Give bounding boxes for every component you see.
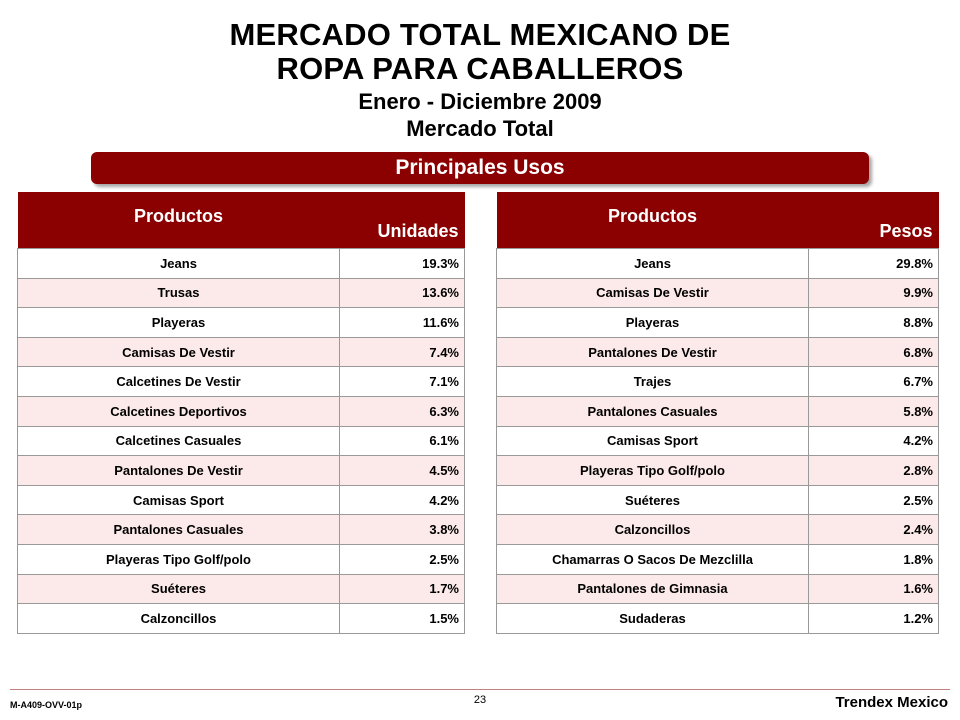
share-value: 6.1% [339, 425, 465, 457]
product-name: Suéteres [496, 484, 809, 516]
share-value: 2.4% [808, 514, 939, 545]
period-subtitle: Enero - Diciembre 2009 [358, 89, 602, 114]
table-row: Camisas De Vestir 7.4% [17, 336, 465, 368]
brand-name: Trendex Mexico [835, 694, 948, 711]
table-row: Calzoncillos 2.4% [496, 514, 939, 545]
share-value: 1.5% [339, 603, 465, 634]
share-value: 9.9% [808, 277, 939, 309]
product-name: Suéteres [17, 573, 340, 605]
product-name: Calcetines De Vestir [17, 366, 340, 397]
scope-subtitle: Mercado Total [406, 116, 554, 141]
table-row: Pantalones De Vestir 6.8% [496, 336, 939, 368]
product-name: Playeras [17, 307, 340, 338]
table-row: Sudaderas 1.2% [496, 603, 939, 634]
product-name: Camisas Sport [496, 425, 809, 457]
table-row: Playeras Tipo Golf/polo 2.5% [17, 543, 465, 575]
table-row: Camisas Sport 4.2% [17, 484, 465, 516]
product-name: Jeans [17, 248, 340, 279]
product-name: Calcetines Deportivos [17, 395, 340, 427]
table-row: Calzoncillos 1.5% [17, 603, 465, 634]
table-row: Chamarras O Sacos De Mezclilla 1.8% [496, 543, 939, 575]
share-value: 5.8% [808, 395, 939, 427]
product-name: Calcetines Casuales [17, 425, 340, 457]
product-name: Pantalones Casuales [496, 395, 809, 427]
share-value: 2.5% [339, 543, 465, 575]
table-row: Camisas De Vestir 9.9% [496, 277, 939, 309]
table-row: Trajes 6.7% [496, 366, 939, 397]
product-name: Camisas De Vestir [17, 336, 340, 368]
share-value: 6.8% [808, 336, 939, 368]
share-value: 8.8% [808, 307, 939, 338]
section-banner: Principales Usos [91, 152, 869, 184]
title-line-2: ROPA PARA CABALLEROS [276, 51, 684, 86]
pesos-table-header: Productos Pesos [496, 192, 939, 249]
table-row: Calcetines Casuales 6.1% [17, 425, 465, 457]
product-name: Playeras Tipo Golf/polo [496, 455, 809, 486]
table-row: Calcetines Deportivos 6.3% [17, 395, 465, 427]
pesos-header-value: Pesos [808, 192, 939, 249]
footer-divider [10, 689, 950, 690]
product-name: Pantalones Casuales [17, 514, 340, 545]
share-value: 1.7% [339, 573, 465, 605]
product-name: Trusas [17, 277, 340, 309]
table-row: Calcetines De Vestir 7.1% [17, 366, 465, 397]
share-value: 4.2% [339, 484, 465, 516]
pesos-table: Productos Pesos Jeans 29.8% Camisas De Ves… [496, 192, 939, 634]
table-row: Trusas 13.6% [17, 277, 465, 309]
share-value: 1.8% [808, 543, 939, 575]
table-row: Playeras 8.8% [496, 307, 939, 338]
document-code: M-A409-OVV-01p [10, 700, 83, 710]
product-name: Pantalones de Gimnasia [496, 573, 809, 605]
product-name: Pantalones De Vestir [17, 455, 340, 486]
share-value: 29.8% [808, 248, 939, 279]
product-name: Pantalones De Vestir [496, 336, 809, 368]
table-row: Suéteres 1.7% [17, 573, 465, 605]
share-value: 11.6% [339, 307, 465, 338]
table-row: Jeans 29.8% [496, 248, 939, 279]
table-row: Pantalones Casuales 5.8% [496, 395, 939, 427]
share-value: 7.1% [339, 366, 465, 397]
share-value: 1.2% [808, 603, 939, 634]
share-value: 19.3% [339, 248, 465, 279]
table-row: Playeras Tipo Golf/polo 2.8% [496, 455, 939, 486]
product-name: Jeans [496, 248, 809, 279]
product-name: Trajes [496, 366, 809, 397]
table-row: Pantalones de Gimnasia 1.6% [496, 573, 939, 605]
product-name: Sudaderas [496, 603, 809, 634]
units-header-product: Productos [17, 192, 340, 249]
share-value: 1.6% [808, 573, 939, 605]
share-value: 7.4% [339, 336, 465, 368]
product-name: Calzoncillos [496, 514, 809, 545]
share-value: 2.5% [808, 484, 939, 516]
units-table-header: Productos Unidades [17, 192, 465, 249]
share-value: 3.8% [339, 514, 465, 545]
title-line-1: MERCADO TOTAL MEXICANO DE [229, 17, 731, 52]
units-header-value: Unidades [339, 192, 465, 249]
product-name: Calzoncillos [17, 603, 340, 634]
share-value: 4.2% [808, 425, 939, 457]
product-name: Playeras Tipo Golf/polo [17, 543, 340, 575]
product-name: Chamarras O Sacos De Mezclilla [496, 543, 809, 575]
share-value: 6.7% [808, 366, 939, 397]
pesos-header-product: Productos [496, 192, 809, 249]
share-value: 6.3% [339, 395, 465, 427]
product-name: Playeras [496, 307, 809, 338]
table-row: Pantalones Casuales 3.8% [17, 514, 465, 545]
share-value: 4.5% [339, 455, 465, 486]
share-value: 2.8% [808, 455, 939, 486]
table-row: Playeras 11.6% [17, 307, 465, 338]
page-title: MERCADO TOTAL MEXICANO DE ROPA PARA CABA… [0, 18, 960, 142]
table-row: Suéteres 2.5% [496, 484, 939, 516]
page-number: 23 [473, 694, 487, 706]
table-row: Camisas Sport 4.2% [496, 425, 939, 457]
share-value: 13.6% [339, 277, 465, 309]
units-table: Productos Unidades Jeans 19.3% Trusas 13.6%… [17, 192, 465, 634]
product-name: Camisas Sport [17, 484, 340, 516]
table-row: Pantalones De Vestir 4.5% [17, 455, 465, 486]
product-name: Camisas De Vestir [496, 277, 809, 309]
table-row: Jeans 19.3% [17, 248, 465, 279]
